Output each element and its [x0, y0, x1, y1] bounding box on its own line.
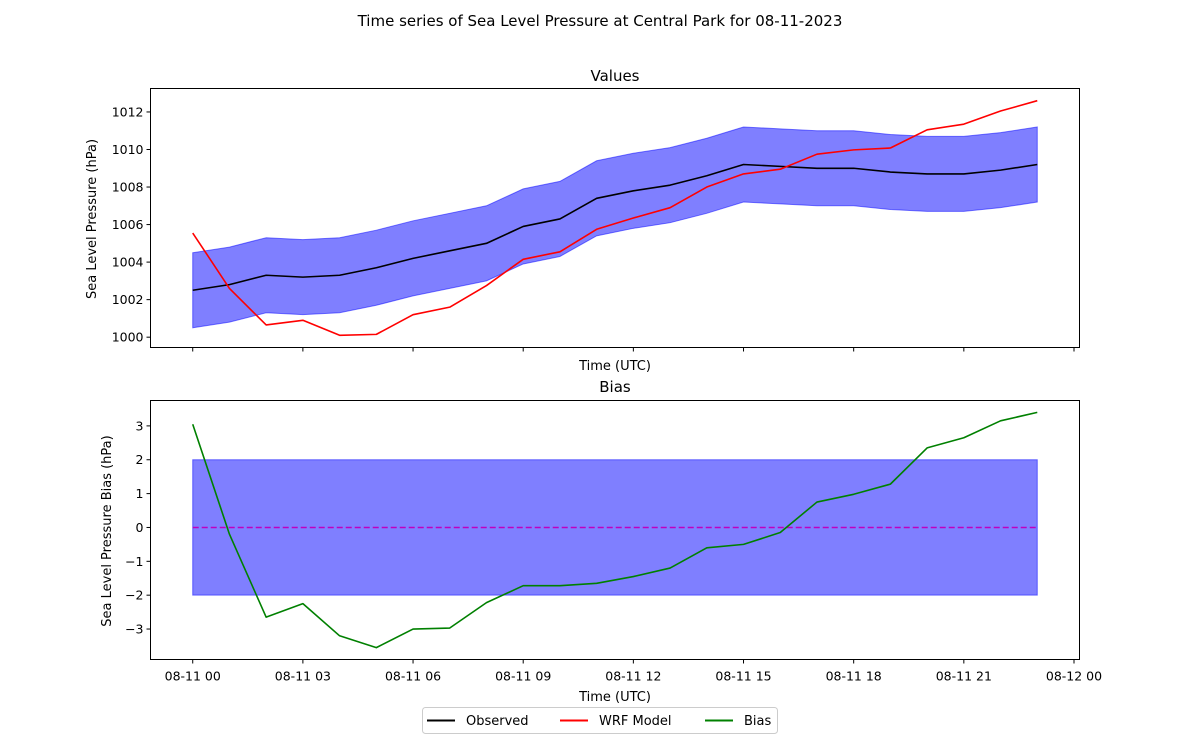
bias-y-ticks: −3 −2 −1 0 1 2 3: [125, 418, 151, 637]
bias-panel-title: Bias: [599, 378, 631, 396]
bias-x-ticks: 08-11 00 08-11 03 08-11 06 08-11 09 08-11 12…: [165, 659, 1102, 684]
values-uncertainty-band: [192, 126, 1038, 329]
y-tick-label: −3: [125, 622, 143, 637]
x-tick-label: 08-11 03: [275, 669, 331, 684]
bias-series-lines: [191, 411, 1038, 649]
y-tick-label: −1: [125, 554, 143, 569]
values-band-area: [192, 126, 1038, 329]
values-y-ticks: 1000 1002 1004 1006 1008 1010 1012: [112, 104, 151, 345]
values-panel: Values 1000 1002 1004 1006 1008 1010 1012 Time…: [85, 67, 1080, 374]
x-tick-label: 08-11 21: [936, 669, 992, 684]
series-line-wrf-model: [192, 99, 1038, 337]
values-y-axis-label: Sea Level Pressure (hPa): [85, 139, 100, 299]
legend: Observed WRF Model Bias: [422, 707, 778, 734]
y-tick-label: −2: [125, 588, 143, 603]
bias-x-axis-label: Time (UTC): [578, 690, 651, 705]
y-tick-label: 1006: [112, 217, 144, 232]
figure-title: Time series of Sea Level Pressure at Cen…: [357, 12, 843, 30]
bias-tolerance-band: [192, 459, 1038, 596]
x-tick-label: 08-11 09: [495, 669, 551, 684]
bias-plot-frame: [150, 400, 1080, 660]
legend-box: [422, 707, 778, 734]
legend-label-bias: Bias: [744, 714, 771, 729]
y-tick-label: 0: [136, 520, 144, 535]
x-tick-label: 08-11 18: [826, 669, 882, 684]
y-tick-label: 1008: [112, 180, 144, 195]
y-tick-label: 1012: [112, 104, 144, 119]
legend-label-wrf-model: WRF Model: [599, 714, 672, 729]
y-tick-label: 3: [136, 418, 144, 433]
bias-band-area: [192, 459, 1038, 596]
y-tick-label: 1010: [112, 142, 144, 157]
y-tick-label: 2: [136, 452, 144, 467]
x-tick-label: 08-11 12: [605, 669, 661, 684]
values-x-ticks: [192, 347, 1075, 352]
legend-label-observed: Observed: [466, 714, 529, 729]
x-tick-label: 08-11 06: [385, 669, 441, 684]
series-line-bias: [191, 411, 1038, 649]
bias-y-axis-label: Sea Level Pressure Bias (hPa): [100, 435, 115, 626]
values-series-lines: [192, 99, 1038, 337]
y-tick-label: 1000: [112, 330, 144, 345]
y-tick-label: 1: [136, 486, 144, 501]
values-panel-title: Values: [590, 67, 639, 85]
values-plot-frame: [150, 88, 1080, 348]
x-tick-label: 08-11 15: [715, 669, 771, 684]
series-line-observed: [192, 163, 1038, 292]
x-tick-label: 08-11 00: [165, 669, 221, 684]
y-tick-label: 1002: [112, 292, 144, 307]
y-tick-label: 1004: [112, 255, 144, 270]
bias-panel: Bias −3 −2 −1 0 1 2 3 08-11 00 08-11 03 08-11 06…: [100, 378, 1102, 705]
x-tick-label: 08-12 00: [1046, 669, 1102, 684]
values-x-axis-label: Time (UTC): [578, 359, 651, 374]
